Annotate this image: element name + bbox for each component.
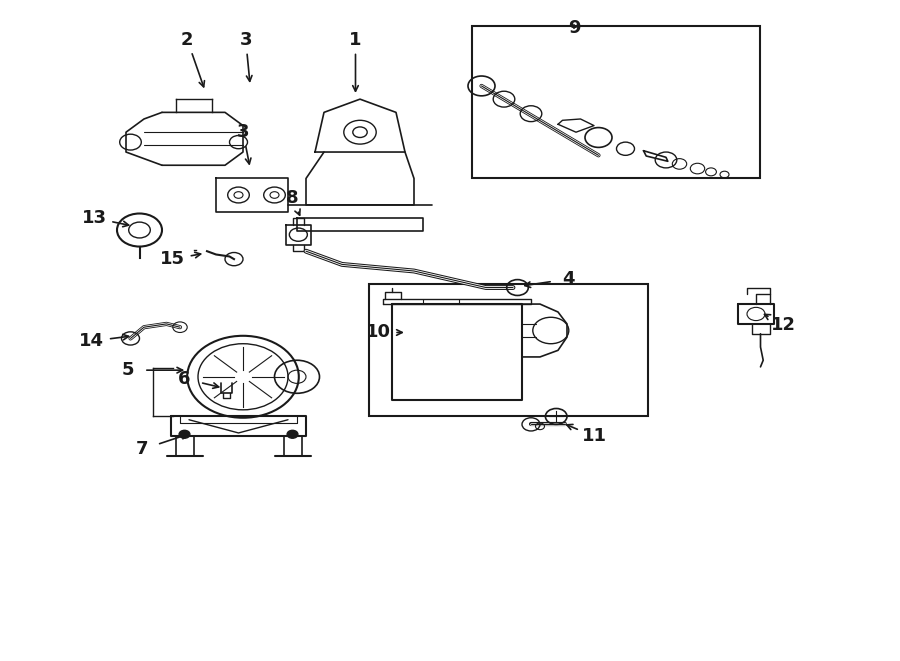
Text: 7: 7: [136, 440, 149, 459]
Text: 4: 4: [562, 270, 575, 288]
Text: 6: 6: [178, 369, 191, 388]
Text: 1: 1: [349, 30, 362, 49]
Text: 14: 14: [79, 332, 104, 350]
Text: 3: 3: [237, 123, 249, 141]
Text: 15: 15: [160, 250, 185, 268]
Text: 10: 10: [365, 323, 391, 342]
Text: 13: 13: [82, 209, 107, 227]
Text: 2: 2: [181, 30, 194, 49]
Text: 12: 12: [770, 316, 796, 334]
Text: 8: 8: [286, 189, 299, 208]
Text: 9: 9: [568, 19, 580, 37]
Text: 11: 11: [581, 427, 607, 446]
Circle shape: [179, 430, 190, 438]
Bar: [472, 26, 760, 178]
Text: 3: 3: [239, 30, 252, 49]
Text: 5: 5: [122, 361, 134, 379]
Bar: [369, 284, 648, 416]
Circle shape: [287, 430, 298, 438]
